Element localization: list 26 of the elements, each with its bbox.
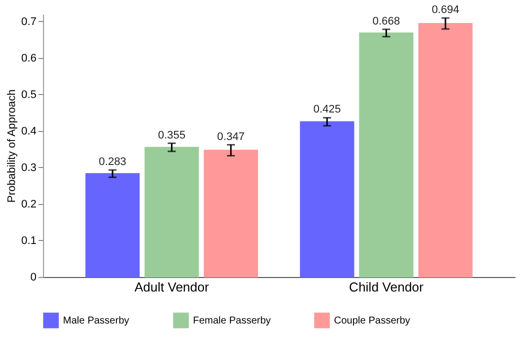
bar bbox=[300, 121, 354, 278]
y-tick-label: 0.5 bbox=[21, 88, 36, 101]
x-tick-label: Adult Vendor bbox=[134, 280, 210, 294]
bar bbox=[359, 32, 414, 278]
legend-label: Couple Passerby bbox=[334, 315, 410, 326]
bar bbox=[144, 146, 199, 278]
legend-label: Female Passerby bbox=[193, 315, 271, 326]
y-tick-label: 0.6 bbox=[21, 52, 36, 64]
y-tick-label: 0.7 bbox=[21, 16, 36, 28]
data-label: 0.283 bbox=[98, 156, 126, 168]
x-tick-label: Child Vendor bbox=[349, 280, 424, 294]
y-tick-label: 0.3 bbox=[21, 162, 36, 174]
data-label: 0.355 bbox=[158, 129, 186, 142]
y-tick-label: 0.2 bbox=[21, 198, 36, 210]
data-label: 0.694 bbox=[432, 4, 460, 16]
data-label: 0.425 bbox=[313, 104, 341, 116]
legend-label: Male Passerby bbox=[63, 315, 130, 326]
bar bbox=[85, 173, 140, 278]
bar bbox=[418, 22, 473, 278]
bar bbox=[204, 150, 258, 278]
y-tick-label: 0 bbox=[30, 272, 36, 284]
y-tick-label: 0.4 bbox=[21, 125, 36, 138]
data-label: 0.347 bbox=[217, 130, 245, 143]
y-axis-title: Probability of Approach bbox=[6, 89, 18, 203]
y-tick-label: 0.1 bbox=[21, 234, 36, 247]
data-label: 0.668 bbox=[372, 15, 400, 28]
